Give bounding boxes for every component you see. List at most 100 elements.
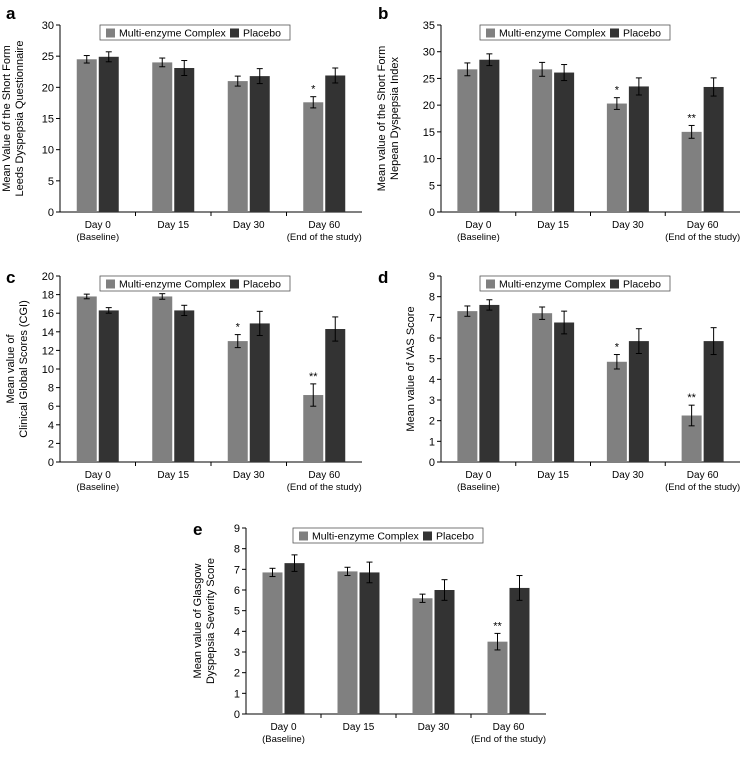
legend: Multi-enzyme Complex Placebo <box>99 275 291 292</box>
bar-multi-enzyme-2 <box>606 103 627 212</box>
x-category-sublabel: (Baseline) <box>457 232 500 243</box>
bar-placebo-2 <box>249 323 270 462</box>
y-tick-label: 3 <box>429 395 435 407</box>
bar-multi-enzyme-3 <box>303 395 324 462</box>
legend-swatch-multi-enzyme <box>486 279 495 289</box>
y-tick-label: 1 <box>234 688 240 700</box>
y-tick-label: 5 <box>429 354 435 366</box>
x-category-label: Day 0 <box>270 722 297 733</box>
y-tick-label: 0 <box>429 207 435 219</box>
legend-label-placebo: Placebo <box>243 28 281 40</box>
legend-label-multi-enzyme: Multi-enzyme Complex <box>499 28 607 40</box>
y-tick-label: 2 <box>48 438 54 450</box>
legend-label-multi-enzyme: Multi-enzyme Complex <box>119 279 227 291</box>
y-tick-label: 2 <box>429 416 435 428</box>
bar-multi-enzyme-2 <box>227 341 248 462</box>
significance-marker: ** <box>687 112 696 124</box>
y-tick-label: 8 <box>48 383 54 395</box>
bar-placebo-2 <box>628 86 649 212</box>
legend-swatch-multi-enzyme <box>106 279 115 289</box>
x-category-sublabel: (Baseline) <box>76 482 119 493</box>
chart-panel-c: c 0 2 4 6 8 10 12 14 16 18 20 Mean value ofClinical … <box>5 268 362 493</box>
legend-swatch-placebo <box>230 279 239 289</box>
x-category-label: Day 15 <box>343 722 375 733</box>
y-tick-label: 6 <box>234 585 240 597</box>
legend: Multi-enzyme Complex Placebo <box>479 24 671 41</box>
legend-swatch-placebo <box>610 279 619 289</box>
y-axis-label: Mean value of GlasgowDyspepsia Severity … <box>192 558 217 684</box>
legend-label-multi-enzyme: Multi-enzyme Complex <box>499 279 607 291</box>
x-category-sublabel: (Baseline) <box>457 482 500 493</box>
bar-multi-enzyme-2 <box>227 81 248 212</box>
y-tick-label: 5 <box>48 176 54 188</box>
legend-box <box>479 275 671 292</box>
y-axis-label-line: Nepean Dyspepsia Index <box>389 57 401 180</box>
x-category-label: Day 0 <box>85 220 112 231</box>
bar-placebo-0 <box>479 59 500 212</box>
legend-label-placebo: Placebo <box>623 279 661 291</box>
legend-box <box>479 24 671 41</box>
x-category-label: Day 15 <box>157 470 189 481</box>
bar-multi-enzyme-0 <box>457 69 478 213</box>
legend-label-placebo: Placebo <box>623 28 661 40</box>
y-tick-label: 7 <box>429 312 435 324</box>
bar-placebo-1 <box>174 68 195 212</box>
y-tick-label: 12 <box>42 345 54 357</box>
legend: Multi-enzyme Complex Placebo <box>479 275 671 292</box>
legend-label-placebo: Placebo <box>436 531 474 543</box>
y-tick-label: 20 <box>42 82 54 94</box>
bar-multi-enzyme-3 <box>303 102 324 212</box>
y-tick-label: 20 <box>42 271 54 283</box>
x-category-label: Day 60 <box>308 220 340 231</box>
bar-multi-enzyme-1 <box>532 69 553 213</box>
bar-multi-enzyme-2 <box>606 361 627 462</box>
x-category-label: Day 60 <box>687 470 719 481</box>
bar-placebo-2 <box>434 590 455 714</box>
y-tick-label: 9 <box>429 271 435 283</box>
panel-label: a <box>6 4 16 23</box>
legend-label-placebo: Placebo <box>243 279 281 291</box>
y-tick-label: 0 <box>48 457 54 469</box>
bar-placebo-0 <box>98 56 119 212</box>
y-tick-label: 0 <box>429 457 435 469</box>
bar-multi-enzyme-0 <box>76 59 97 213</box>
legend-box <box>99 275 291 292</box>
x-category-sublabel: (End of the study) <box>287 482 362 493</box>
x-category-label: Day 0 <box>465 220 492 231</box>
y-tick-label: 20 <box>423 100 435 112</box>
bar-multi-enzyme-3 <box>487 641 508 714</box>
x-category-label: Day 30 <box>233 220 265 231</box>
bar-placebo-2 <box>249 76 270 212</box>
x-category-label: Day 0 <box>85 470 112 481</box>
legend-swatch-placebo <box>230 28 239 38</box>
chart-panel-b: b 0 5 10 15 20 25 30 35 Mean value of the Short F… <box>376 4 740 243</box>
y-tick-label: 2 <box>234 668 240 680</box>
significance-marker: * <box>236 322 241 334</box>
x-category-label: Day 30 <box>612 470 644 481</box>
bar-placebo-3 <box>325 75 346 213</box>
y-axis-label-line: Mean value of <box>5 334 17 404</box>
bar-placebo-3 <box>703 341 724 462</box>
y-tick-label: 6 <box>48 401 54 413</box>
y-tick-label: 0 <box>234 709 240 721</box>
significance-marker: ** <box>493 620 502 632</box>
y-axis-label-line: Clinical Global Scores (CGI) <box>18 300 30 438</box>
legend-box <box>292 527 484 544</box>
bar-placebo-1 <box>174 310 195 462</box>
y-tick-label: 15 <box>42 114 54 126</box>
bar-multi-enzyme-2 <box>412 598 433 714</box>
y-tick-label: 0 <box>48 207 54 219</box>
x-category-label: Day 15 <box>537 470 569 481</box>
chart-panel-a: a 0 5 10 15 20 25 30 Mean Value of the Short For… <box>1 4 362 243</box>
y-tick-label: 4 <box>429 374 435 386</box>
legend-swatch-multi-enzyme <box>106 28 115 38</box>
x-category-sublabel: (Baseline) <box>76 232 119 243</box>
bar-multi-enzyme-1 <box>152 62 173 213</box>
y-tick-label: 5 <box>234 606 240 618</box>
y-tick-label: 1 <box>429 436 435 448</box>
x-category-label: Day 30 <box>418 722 450 733</box>
bar-placebo-3 <box>509 587 530 714</box>
y-axis-label: Mean value ofClinical Global Scores (CGI… <box>5 300 30 438</box>
